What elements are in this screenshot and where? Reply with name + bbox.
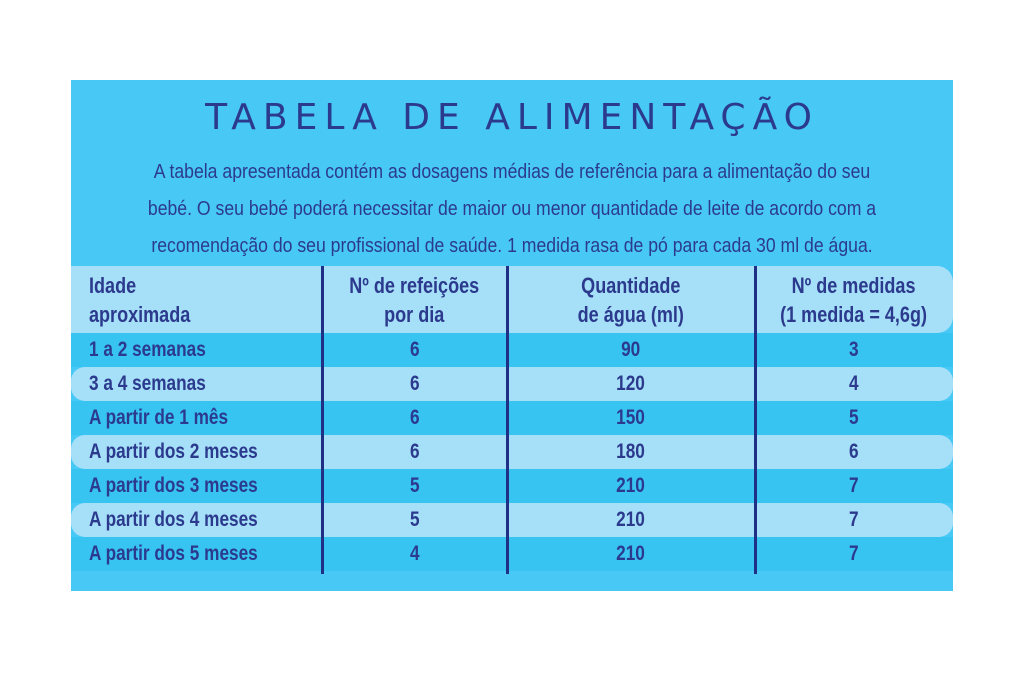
cell-age: 1 a 2 semanas xyxy=(89,338,206,361)
cell-water: 210 xyxy=(616,508,646,531)
cell-water: 180 xyxy=(616,440,646,463)
header-label: aproximada xyxy=(89,301,191,327)
feeding-table: Idade aproximada Nº de refeições por dia… xyxy=(71,266,953,571)
cell-meals: 6 xyxy=(409,338,420,361)
intro-line: A tabela apresentada contém as dosagens … xyxy=(153,160,871,183)
column-divider xyxy=(506,266,509,574)
header-label: Nº de refeições xyxy=(349,272,480,298)
header-scoops: Nº de medidas (1 medida = 4,6g) xyxy=(755,271,953,329)
cell-water: 120 xyxy=(616,372,646,395)
cell-water: 210 xyxy=(616,542,646,565)
cell-water: 90 xyxy=(621,338,641,361)
cell-age: A partir dos 3 meses xyxy=(89,474,258,497)
cell-scoops: 3 xyxy=(849,338,859,361)
table-row: A partir dos 5 meses 4 210 7 xyxy=(71,537,953,571)
header-label: Nº de medidas xyxy=(792,272,916,298)
header-label: (1 medida = 4,6g) xyxy=(780,301,928,327)
intro-line: bebé. O seu bebé poderá necessitar de ma… xyxy=(147,197,877,220)
cell-meals: 6 xyxy=(409,372,420,395)
cell-age: A partir de 1 mês xyxy=(89,406,229,429)
header-label: Quantidade xyxy=(581,272,681,298)
intro-line: recomendação do seu profissional de saúd… xyxy=(151,234,873,257)
table-header-row: Idade aproximada Nº de refeições por dia… xyxy=(71,266,953,333)
page-title: TABELA DE ALIMENTAÇÃO xyxy=(205,97,819,138)
table-row: A partir dos 4 meses 5 210 7 xyxy=(71,503,953,537)
cell-scoops: 7 xyxy=(849,508,859,531)
header-meals: Nº de refeições por dia xyxy=(322,271,507,329)
cell-meals: 4 xyxy=(409,542,420,565)
header-water: Quantidade de água (ml) xyxy=(507,271,755,329)
cell-scoops: 6 xyxy=(849,440,859,463)
header-label: de água (ml) xyxy=(577,301,685,327)
cell-age: 3 a 4 semanas xyxy=(89,372,206,395)
header-label: por dia xyxy=(384,301,445,327)
table-row: 1 a 2 semanas 6 90 3 xyxy=(71,333,953,367)
cell-meals: 5 xyxy=(409,508,420,531)
cell-age: A partir dos 4 meses xyxy=(89,508,258,531)
cell-scoops: 7 xyxy=(849,542,859,565)
intro-paragraph: A tabela apresentada contém as dosagens … xyxy=(141,153,882,264)
cell-meals: 6 xyxy=(409,440,420,463)
cell-scoops: 5 xyxy=(849,406,859,429)
cell-age: A partir dos 5 meses xyxy=(89,542,258,565)
column-divider xyxy=(321,266,324,574)
table-row: A partir dos 3 meses 5 210 7 xyxy=(71,469,953,503)
cell-water: 210 xyxy=(616,474,646,497)
table-row: A partir dos 2 meses 6 180 6 xyxy=(71,435,953,469)
column-divider xyxy=(754,266,757,574)
cell-meals: 5 xyxy=(409,474,420,497)
table-row: 3 a 4 semanas 6 120 4 xyxy=(71,367,953,401)
cell-scoops: 4 xyxy=(849,372,859,395)
feeding-table-panel: TABELA DE ALIMENTAÇÃO A tabela apresenta… xyxy=(71,80,953,591)
table-row: A partir de 1 mês 6 150 5 xyxy=(71,401,953,435)
cell-water: 150 xyxy=(616,406,646,429)
header-label: Idade xyxy=(89,272,137,298)
cell-meals: 6 xyxy=(409,406,420,429)
cell-age: A partir dos 2 meses xyxy=(89,440,258,463)
header-age: Idade aproximada xyxy=(71,271,322,329)
cell-scoops: 7 xyxy=(849,474,859,497)
